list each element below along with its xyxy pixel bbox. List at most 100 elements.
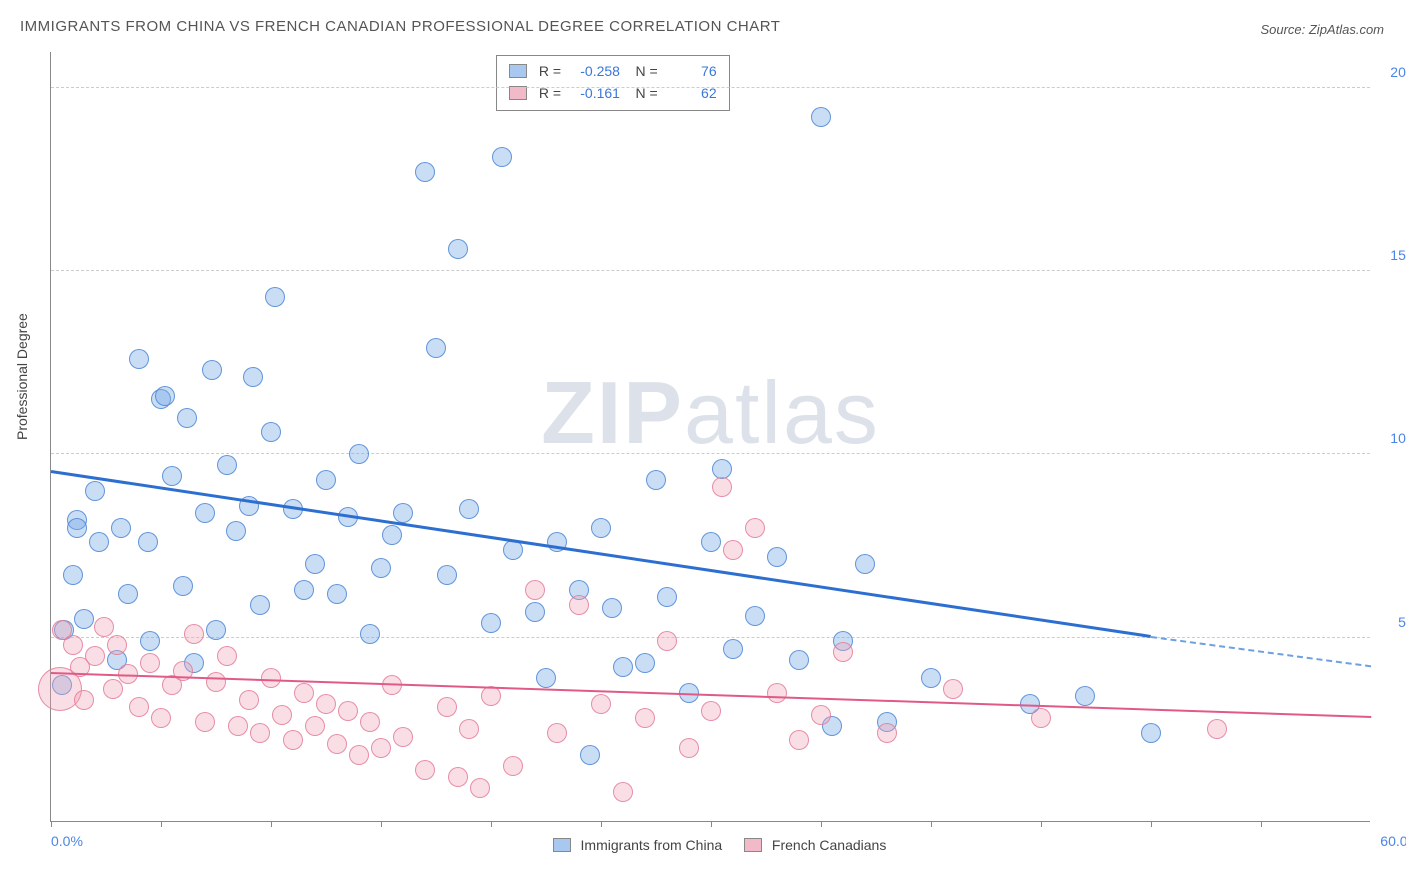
x-tick-mark [51, 821, 52, 827]
data-point [162, 466, 182, 486]
data-point [305, 716, 325, 736]
data-point [525, 580, 545, 600]
data-point [481, 613, 501, 633]
swatch-pink [509, 86, 527, 100]
data-point [316, 694, 336, 714]
data-point [261, 422, 281, 442]
data-point [1141, 723, 1161, 743]
data-point [415, 162, 435, 182]
data-point [811, 705, 831, 725]
data-point [63, 565, 83, 585]
data-point [305, 554, 325, 574]
data-point [111, 518, 131, 538]
data-point [173, 576, 193, 596]
data-point [591, 694, 611, 714]
data-point [89, 532, 109, 552]
data-point [202, 360, 222, 380]
data-point [613, 782, 633, 802]
data-point [217, 455, 237, 475]
legend-label-pink: French Canadians [772, 837, 886, 853]
data-point [151, 708, 171, 728]
data-point [701, 532, 721, 552]
data-point [547, 723, 567, 743]
data-point [1031, 708, 1051, 728]
x-tick-mark [1151, 821, 1152, 827]
data-point [767, 547, 787, 567]
data-point [470, 778, 490, 798]
data-point [679, 738, 699, 758]
data-point [745, 606, 765, 626]
gridline [51, 453, 1370, 454]
data-point [525, 602, 545, 622]
correlation-row-pink: R = -0.161 N = 62 [509, 82, 717, 104]
gridline [51, 270, 1370, 271]
data-point [789, 650, 809, 670]
data-point [118, 584, 138, 604]
legend-label-blue: Immigrants from China [581, 837, 723, 853]
y-tick-label: 20.0% [1375, 64, 1406, 80]
data-point [316, 470, 336, 490]
data-point [1207, 719, 1227, 739]
y-tick-label: 15.0% [1375, 247, 1406, 263]
data-point [129, 697, 149, 717]
data-point [138, 532, 158, 552]
data-point [250, 595, 270, 615]
data-point [265, 287, 285, 307]
data-point [217, 646, 237, 666]
data-point [129, 349, 149, 369]
data-point [155, 386, 175, 406]
data-point [712, 477, 732, 497]
data-point [602, 598, 622, 618]
data-point [712, 459, 732, 479]
data-point [103, 679, 123, 699]
data-point [349, 745, 369, 765]
trend-line [1151, 636, 1371, 667]
x-tick-start: 0.0% [51, 833, 83, 849]
y-tick-label: 10.0% [1375, 430, 1406, 446]
x-tick-mark [271, 821, 272, 827]
data-point [591, 518, 611, 538]
data-point [74, 690, 94, 710]
x-tick-end: 60.0% [1380, 833, 1406, 849]
data-point [448, 239, 468, 259]
data-point [580, 745, 600, 765]
data-point [789, 730, 809, 750]
data-point [226, 521, 246, 541]
data-point [701, 701, 721, 721]
data-point [855, 554, 875, 574]
data-point [85, 646, 105, 666]
data-point [195, 503, 215, 523]
data-point [657, 587, 677, 607]
data-point [492, 147, 512, 167]
swatch-blue [509, 64, 527, 78]
data-point [723, 639, 743, 659]
data-point [536, 668, 556, 688]
data-point [243, 367, 263, 387]
data-point [393, 503, 413, 523]
y-axis-label: Professional Degree [14, 313, 30, 440]
data-point [657, 631, 677, 651]
data-point [184, 624, 204, 644]
data-point [437, 697, 457, 717]
data-point [67, 518, 87, 538]
data-point [921, 668, 941, 688]
data-point [338, 701, 358, 721]
x-tick-mark [1041, 821, 1042, 827]
data-point [569, 595, 589, 615]
scatter-chart: ZIPatlas R = -0.258 N = 76 R = -0.161 N … [50, 52, 1370, 822]
data-point [767, 683, 787, 703]
source-label: Source: ZipAtlas.com [1260, 22, 1384, 37]
gridline [51, 87, 1370, 88]
data-point [261, 668, 281, 688]
data-point [63, 635, 83, 655]
data-point [459, 719, 479, 739]
x-tick-mark [491, 821, 492, 827]
data-point [382, 525, 402, 545]
data-point [294, 683, 314, 703]
x-tick-mark [601, 821, 602, 827]
data-point [437, 565, 457, 585]
x-tick-mark [161, 821, 162, 827]
legend: Immigrants from China French Canadians [51, 837, 1370, 853]
data-point [811, 107, 831, 127]
data-point [635, 653, 655, 673]
